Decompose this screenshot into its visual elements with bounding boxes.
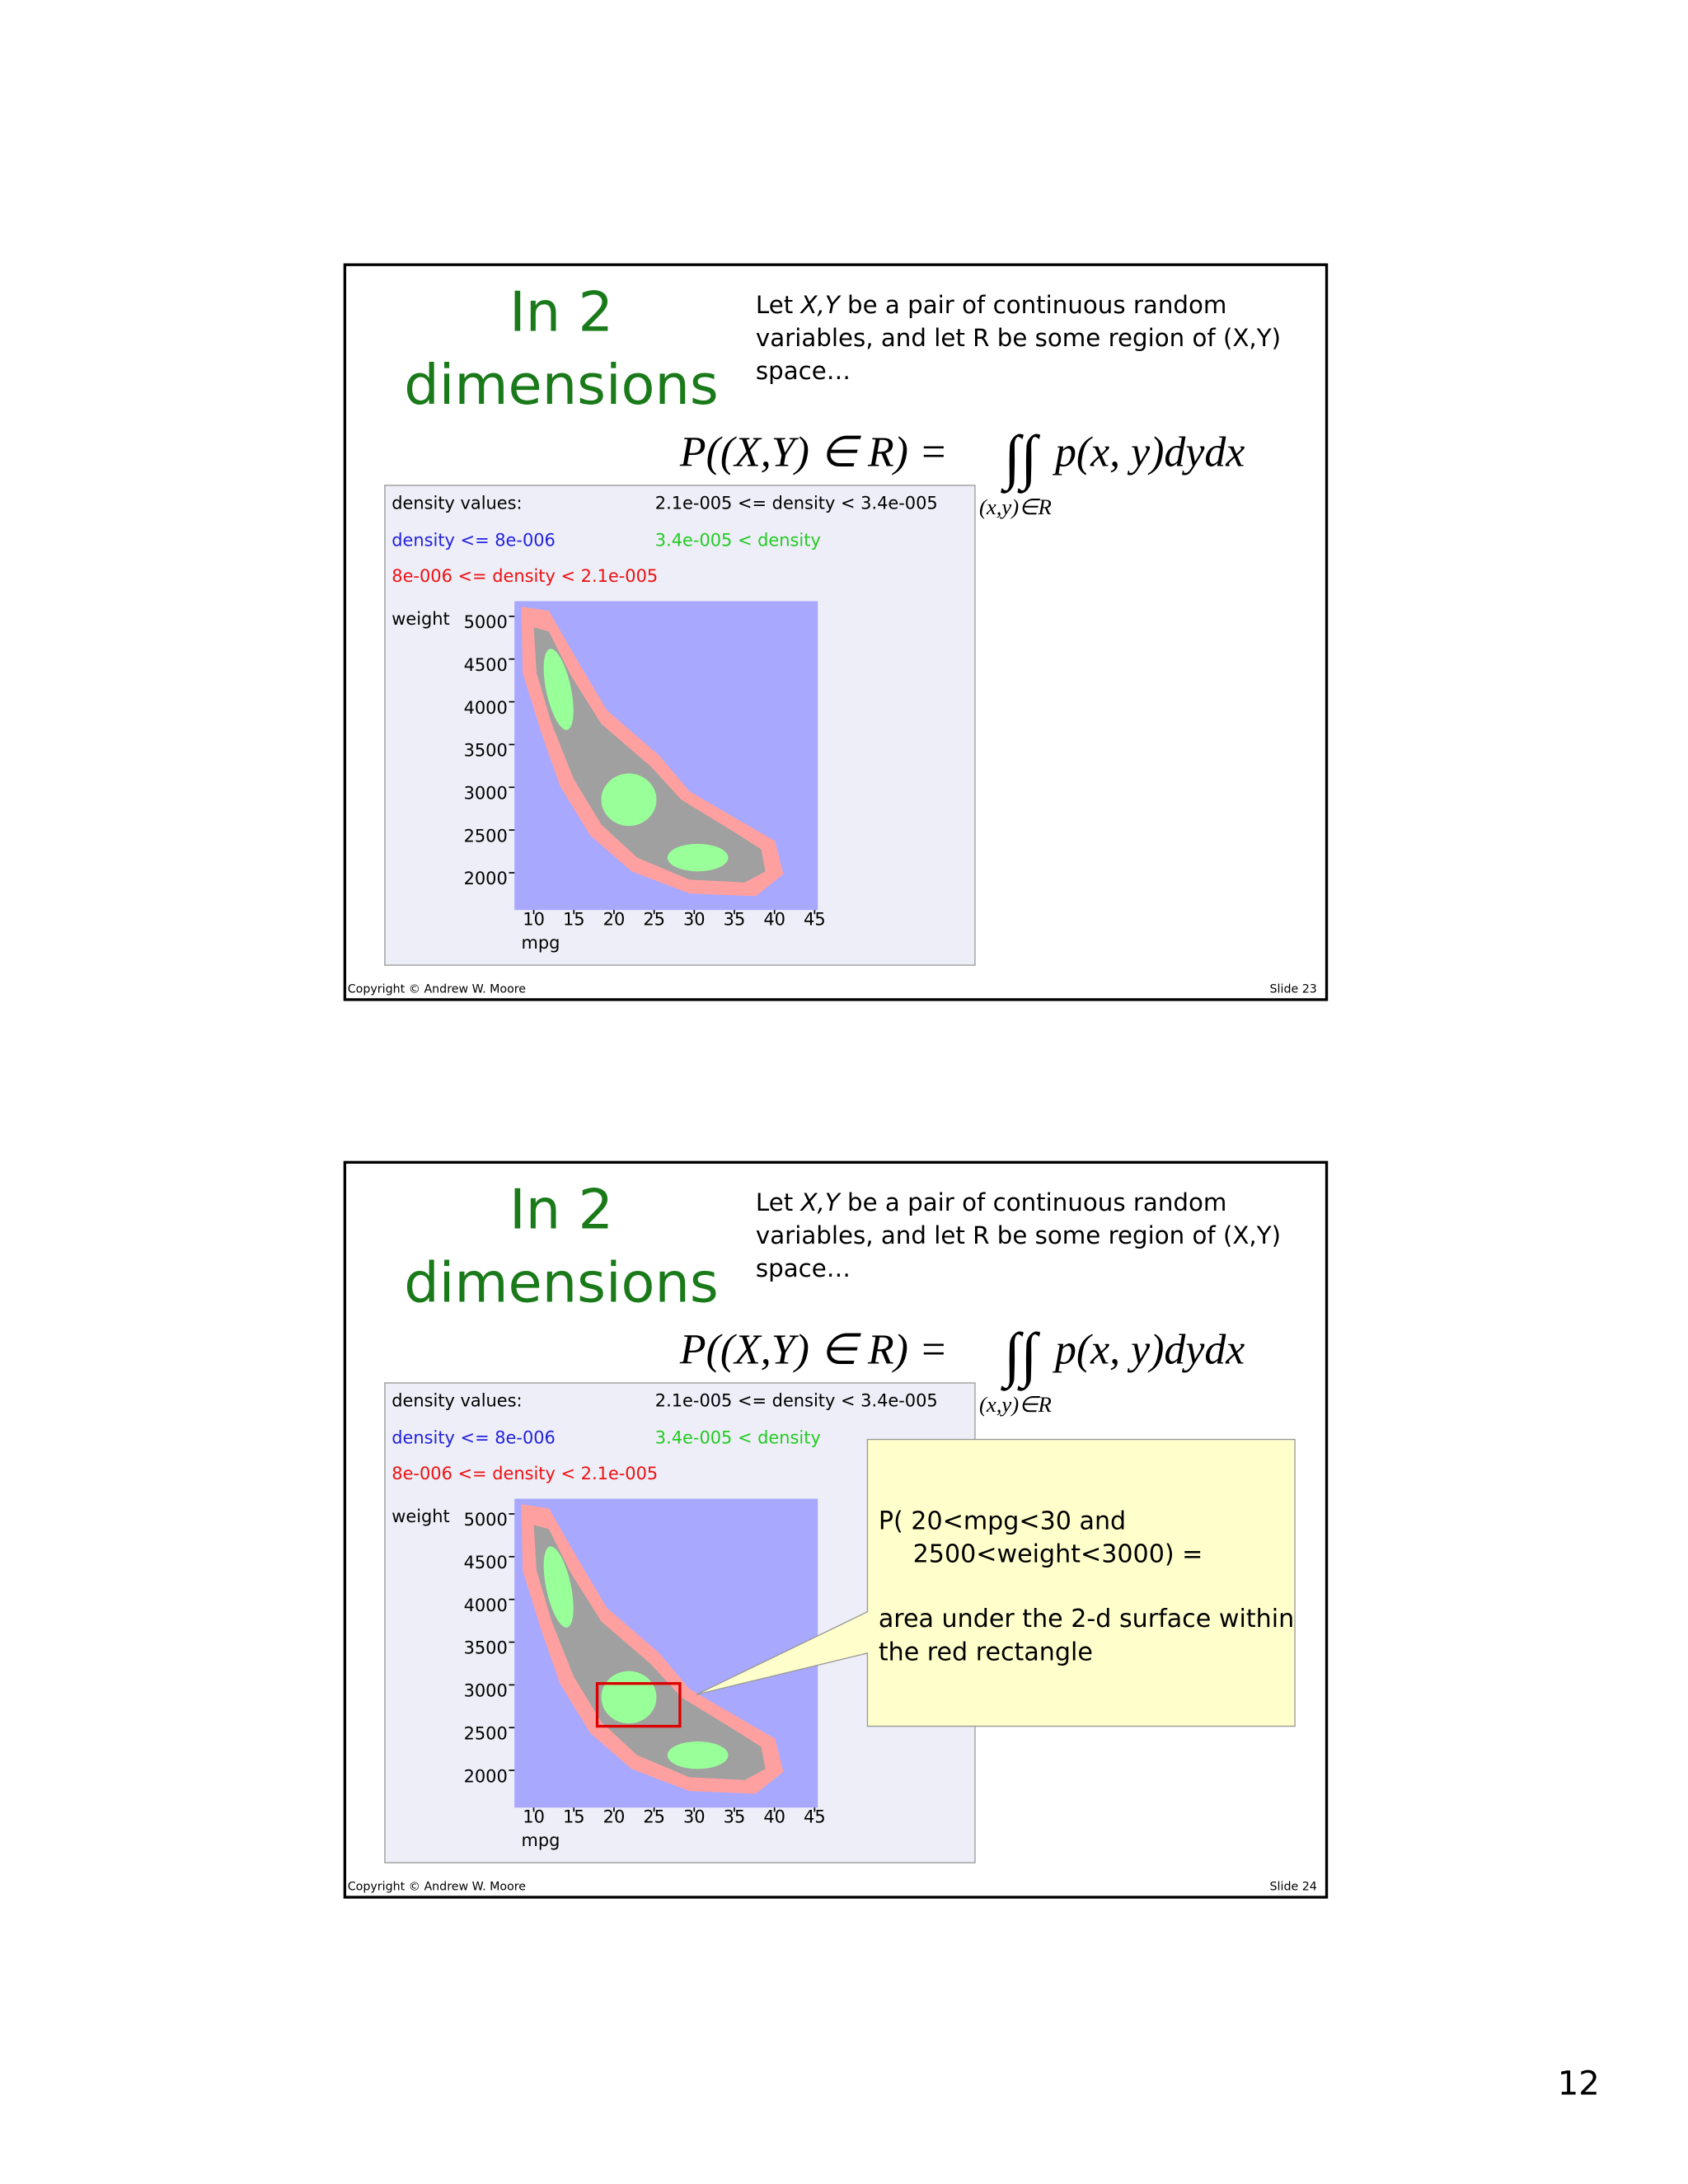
y-tick-label: 5000 bbox=[464, 1510, 508, 1530]
slide: In 2 dimensions Let X,Y be a pair of conti… bbox=[343, 263, 1329, 1001]
formula-region: (x,y)∈R bbox=[979, 494, 1052, 519]
text-part: X,Y bbox=[799, 291, 842, 319]
region-rectangle bbox=[595, 1682, 682, 1728]
callout-text: area under the 2-d surface within bbox=[879, 1605, 1294, 1633]
page-number: 12 bbox=[1558, 2064, 1600, 2102]
text-part: be a pair of continuous random bbox=[840, 1188, 1227, 1216]
y-tick-label: 2500 bbox=[464, 1723, 508, 1743]
formula-left: P((X,Y) ∈ R) = bbox=[679, 1327, 948, 1374]
y-tick-label: 2000 bbox=[464, 1766, 508, 1786]
x-tick-label: 30 bbox=[683, 910, 706, 930]
text-part: be a pair of continuous random bbox=[840, 291, 1227, 319]
density-high bbox=[601, 773, 657, 827]
text-part: space… bbox=[756, 357, 851, 385]
x-tick-label: 25 bbox=[643, 1807, 665, 1827]
y-tick-label: 3500 bbox=[464, 741, 508, 761]
legend-text: 8e-006 <= density < 2.1e-005 bbox=[392, 1464, 658, 1483]
legend-text: density values: bbox=[392, 1390, 522, 1410]
slide-title: In 2 bbox=[509, 1178, 613, 1242]
x-axis-label: mpg bbox=[522, 933, 560, 953]
text-part: variables, and let R be some region of (… bbox=[756, 1221, 1281, 1249]
legend-text: density values: bbox=[392, 493, 522, 513]
body-text: variables, and let R be some region of (… bbox=[756, 324, 1281, 352]
x-tick-label: 15 bbox=[563, 1807, 585, 1827]
density-high bbox=[667, 843, 729, 872]
callout-text: P( 20<mpg<30 and bbox=[879, 1507, 1126, 1535]
formula-integrand: p(x, y)dydx bbox=[1052, 1327, 1245, 1374]
body-text: variables, and let R be some region of (… bbox=[756, 1221, 1281, 1249]
density-high bbox=[667, 1741, 729, 1769]
body-text: space… bbox=[756, 357, 851, 385]
y-tick-label: 4000 bbox=[464, 1596, 508, 1615]
text-part: X,Y bbox=[799, 1188, 842, 1216]
x-tick-label: 25 bbox=[643, 910, 665, 930]
y-tick-label: 2500 bbox=[464, 826, 508, 846]
slide-title: dimensions bbox=[404, 1250, 718, 1315]
legend-text: 2.1e-005 <= density < 3.4e-005 bbox=[655, 1390, 938, 1410]
density-high bbox=[601, 1671, 657, 1724]
footer-copyright: Copyright © Andrew W. Moore bbox=[348, 983, 526, 996]
callout-box bbox=[696, 1438, 1296, 1727]
body-text: Let X,Y be a pair of continuous random bbox=[756, 291, 1226, 319]
x-tick-label: 35 bbox=[724, 1807, 746, 1827]
formula-integral: ∫∫ bbox=[1001, 1320, 1040, 1391]
y-tick-label: 5000 bbox=[464, 612, 508, 632]
y-tick-label: 3000 bbox=[464, 783, 508, 803]
x-tick-label: 20 bbox=[603, 910, 626, 930]
body-text: space… bbox=[756, 1254, 851, 1282]
callout-text: 2500<weight<3000) = bbox=[913, 1540, 1203, 1568]
text-part: space… bbox=[756, 1254, 851, 1282]
density-mid bbox=[533, 1525, 766, 1780]
text-part: variables, and let R be some region of (… bbox=[756, 324, 1281, 352]
slide: In 2 dimensions Let X,Y be a pair of conti… bbox=[343, 1160, 1329, 1899]
legend-text: 8e-006 <= density < 2.1e-005 bbox=[392, 566, 658, 586]
x-axis-label: mpg bbox=[522, 1830, 560, 1850]
y-tick-label: 4000 bbox=[464, 698, 508, 718]
text-part: Let bbox=[756, 291, 801, 319]
legend-text: density <= 8e-006 bbox=[392, 531, 556, 551]
density-high bbox=[543, 649, 574, 730]
footer-copyright: Copyright © Andrew W. Moore bbox=[348, 1881, 526, 1894]
y-tick-label: 4500 bbox=[464, 1553, 508, 1572]
x-tick-label: 10 bbox=[523, 910, 545, 930]
y-axis-label: weight bbox=[392, 1507, 450, 1526]
formula-left: P((X,Y) ∈ R) = bbox=[679, 429, 948, 476]
legend-text: 3.4e-005 < density bbox=[655, 531, 821, 551]
formula-integrand: p(x, y)dydx bbox=[1052, 429, 1245, 476]
legend-text: density <= 8e-006 bbox=[392, 1428, 556, 1448]
slide-title: In 2 bbox=[509, 280, 613, 344]
y-tick-label: 4500 bbox=[464, 655, 508, 675]
x-tick-label: 40 bbox=[763, 1807, 785, 1827]
y-tick-label: 3500 bbox=[464, 1638, 508, 1658]
x-tick-label: 15 bbox=[563, 910, 585, 930]
formula-region: (x,y)∈R bbox=[979, 1392, 1052, 1417]
x-tick-label: 40 bbox=[763, 910, 785, 930]
x-tick-label: 45 bbox=[804, 910, 826, 930]
legend-text: 2.1e-005 <= density < 3.4e-005 bbox=[655, 493, 938, 513]
x-tick-label: 10 bbox=[523, 1807, 545, 1827]
callout-text: the red rectangle bbox=[879, 1638, 1093, 1666]
x-tick-label: 30 bbox=[683, 1807, 706, 1827]
x-tick-label: 20 bbox=[603, 1807, 626, 1827]
density-high bbox=[543, 1546, 574, 1628]
formula-integral: ∫∫ bbox=[1001, 423, 1040, 494]
legend-text: 3.4e-005 < density bbox=[655, 1428, 821, 1448]
footer-slide: Slide 23 bbox=[1270, 983, 1317, 996]
slide-title: dimensions bbox=[404, 353, 718, 417]
y-axis-label: weight bbox=[392, 609, 450, 629]
y-tick-label: 2000 bbox=[464, 869, 508, 888]
x-tick-label: 35 bbox=[724, 910, 746, 930]
body-text: Let X,Y be a pair of continuous random bbox=[756, 1188, 1226, 1216]
density-mid bbox=[533, 627, 766, 883]
text-part: Let bbox=[756, 1188, 801, 1216]
y-tick-label: 3000 bbox=[464, 1681, 508, 1701]
footer-slide: Slide 24 bbox=[1270, 1881, 1317, 1894]
x-tick-label: 45 bbox=[804, 1807, 826, 1827]
